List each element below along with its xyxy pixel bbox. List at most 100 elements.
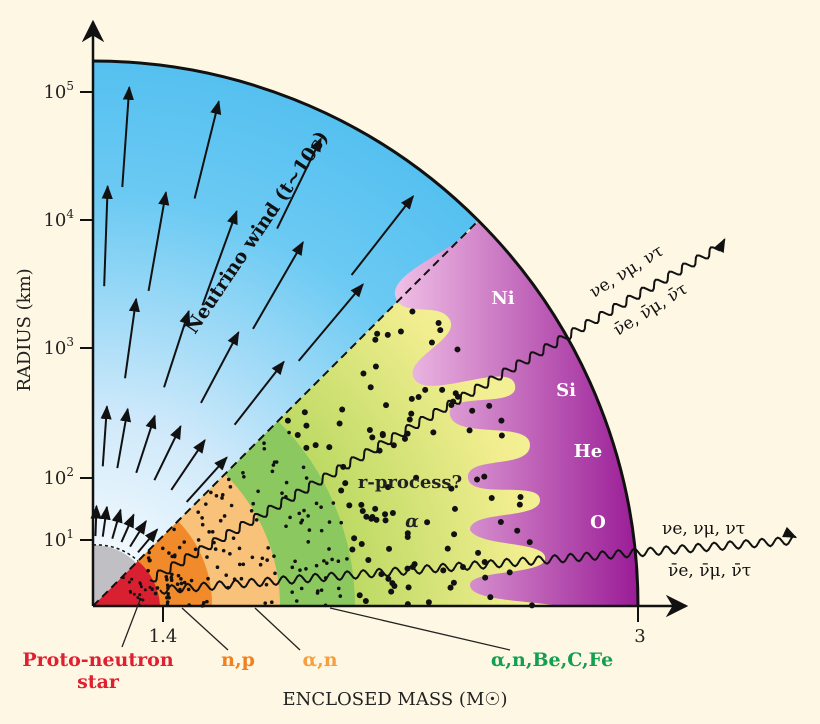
dot <box>307 528 312 532</box>
dot <box>262 446 267 451</box>
dot <box>153 591 158 596</box>
dot <box>388 588 395 595</box>
dot <box>386 545 393 552</box>
dot <box>294 432 301 439</box>
dot <box>408 410 415 417</box>
dot <box>228 485 233 489</box>
dot <box>179 577 183 581</box>
neutrino-waves <box>149 238 798 595</box>
dot <box>330 557 334 562</box>
dot <box>172 554 177 559</box>
dot <box>237 546 242 551</box>
wind-arrow <box>121 85 134 188</box>
dot <box>209 490 213 495</box>
dot <box>231 536 236 540</box>
dot <box>373 516 380 523</box>
wind-arrow <box>350 195 415 276</box>
dot <box>264 582 269 587</box>
dot <box>204 502 208 506</box>
dot <box>486 402 493 409</box>
dot <box>406 416 413 423</box>
dot <box>193 547 198 552</box>
si-label: Si <box>556 380 576 401</box>
dot <box>262 441 266 446</box>
dot <box>250 555 255 560</box>
dot <box>372 363 379 370</box>
dot <box>349 546 356 553</box>
dot <box>218 518 223 523</box>
dot <box>336 586 341 591</box>
wind-arrow <box>297 283 364 362</box>
dot <box>367 384 374 391</box>
dot <box>241 562 246 567</box>
wind-arrow <box>163 309 191 388</box>
dot <box>383 402 390 409</box>
dot <box>363 513 370 520</box>
dot <box>263 601 268 605</box>
dot <box>451 505 458 512</box>
dot <box>397 328 404 335</box>
dot <box>447 584 454 591</box>
wind-arrow <box>116 407 132 469</box>
dot <box>186 587 191 592</box>
dot <box>488 494 495 501</box>
dot <box>249 509 254 513</box>
dot <box>404 530 411 537</box>
dot <box>439 386 446 393</box>
label-n-p: n,p <box>221 649 255 671</box>
dot <box>280 491 284 495</box>
y-tick-5: 105 <box>43 79 74 103</box>
dot <box>301 465 306 470</box>
dot <box>139 585 143 589</box>
dot <box>514 527 521 534</box>
dot <box>435 320 442 327</box>
dot <box>299 586 304 591</box>
dot <box>172 527 176 532</box>
dot <box>339 406 346 413</box>
dot <box>474 476 481 483</box>
label-star: star <box>77 671 120 693</box>
dot <box>338 487 345 494</box>
dot <box>306 514 310 518</box>
dot <box>210 530 215 534</box>
dot <box>405 584 412 591</box>
dot <box>339 520 344 525</box>
dot <box>385 575 392 582</box>
dot <box>303 422 310 429</box>
dot <box>270 600 274 605</box>
wind-arrow <box>137 528 159 554</box>
dot <box>454 346 461 353</box>
dot <box>205 599 209 604</box>
wind-arrow <box>147 191 170 292</box>
dot <box>448 401 455 408</box>
dot <box>415 393 422 400</box>
dot <box>498 432 505 439</box>
dot <box>409 308 416 315</box>
dot <box>251 501 256 506</box>
dot <box>228 552 232 556</box>
dot <box>271 463 276 467</box>
dot <box>138 593 142 597</box>
dot <box>475 549 482 556</box>
dot <box>487 594 494 601</box>
dot <box>326 444 333 451</box>
dot <box>306 540 311 544</box>
dot <box>130 577 134 581</box>
neutrino-wave <box>159 526 798 595</box>
dot <box>165 600 170 604</box>
dot <box>327 520 332 524</box>
dot <box>303 444 310 451</box>
antineutrino-upper-label: ν̄e, ν̄μ, ν̄τ <box>610 279 691 340</box>
dot <box>374 330 381 337</box>
dot <box>304 567 308 571</box>
dot <box>360 370 367 377</box>
ni-label: Ni <box>491 288 514 309</box>
dot <box>516 501 523 508</box>
wind-arrow <box>101 184 113 287</box>
y-tick-2: 102 <box>43 465 74 489</box>
o-label: O <box>590 512 606 533</box>
antineutrino-lower-label: ν̄e, ν̄μ, ν̄τ <box>668 561 751 581</box>
wind-arrow <box>276 137 322 229</box>
dot <box>444 545 451 552</box>
dot <box>319 528 324 533</box>
